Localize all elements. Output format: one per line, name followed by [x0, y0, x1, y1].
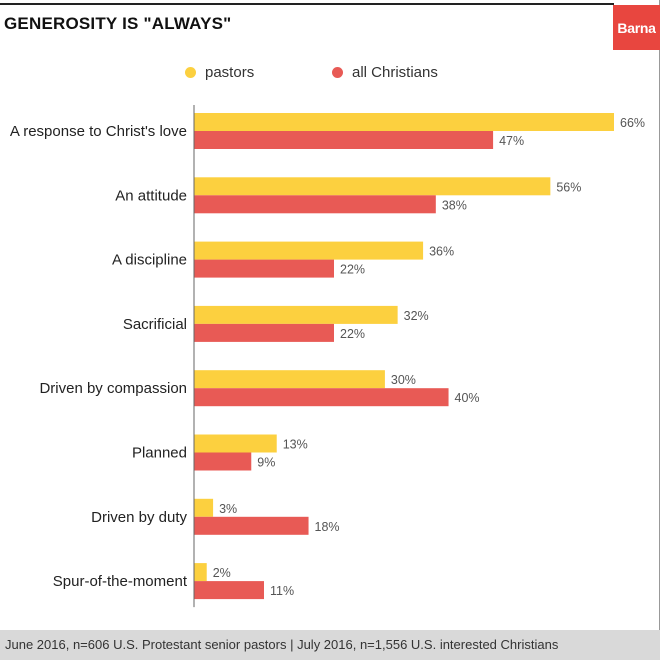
value-label-all-christians: 18% [315, 520, 340, 534]
legend-dot-all-christians [332, 67, 343, 78]
bar-all-christians [194, 259, 334, 278]
value-label-pastors: 13% [283, 438, 308, 452]
bar-pastors [194, 370, 385, 389]
value-label-all-christians: 47% [499, 134, 524, 148]
value-label-pastors: 3% [219, 502, 237, 516]
category-label: A discipline [112, 252, 187, 269]
value-label-pastors: 2% [213, 566, 231, 580]
bar-pastors [194, 113, 614, 131]
bar-all-christians [194, 195, 436, 214]
bar-pastors [194, 305, 398, 324]
bar-all-christians [194, 516, 309, 535]
category-label: Sacrificial [123, 316, 187, 333]
value-label-pastors: 30% [391, 373, 416, 387]
value-label-pastors: 32% [404, 309, 429, 323]
value-label-all-christians: 22% [340, 327, 365, 341]
bar-pastors [194, 498, 214, 517]
bar-group-driven-by-compassion: Driven by compassion 30% 40% [39, 370, 480, 407]
category-label: Spur-of-the-moment [53, 573, 188, 590]
bar-group-an-attitude: An attitude 56% 38% [115, 177, 581, 214]
value-label-pastors: 66% [620, 116, 645, 130]
bar-group-sacrificial: Sacrificial 32% 22% [123, 305, 429, 342]
bar-pastors [194, 434, 277, 453]
bar-all-christians [194, 131, 494, 149]
value-label-all-christians: 40% [455, 391, 480, 405]
bar-all-christians [194, 581, 264, 600]
category-label: Planned [132, 445, 187, 462]
value-label-pastors: 36% [429, 245, 454, 259]
barna-logo: Barna [613, 5, 660, 50]
category-label: Driven by compassion [39, 380, 187, 397]
value-label-all-christians: 11% [270, 584, 294, 598]
bar-all-christians [194, 323, 334, 342]
value-label-all-christians: 9% [257, 456, 275, 470]
value-label-all-christians: 38% [442, 198, 467, 212]
bar-group-a-response-to-christ-s-love: A response to Christ's love 66% 47% [10, 113, 645, 149]
bar-group-planned: Planned 13% 9% [132, 434, 308, 471]
legend-dot-pastors [185, 67, 196, 78]
legend-label-all-christians: all Christians [352, 64, 438, 81]
bar-pastors [194, 241, 424, 260]
bar-all-christians [194, 388, 449, 407]
legend-item-all-christians: all Christians [332, 64, 438, 81]
bar-pastors [194, 177, 551, 196]
category-label: Driven by duty [91, 509, 187, 526]
bar-group-a-discipline: A discipline 36% 22% [112, 241, 454, 278]
bar-all-christians [194, 452, 252, 471]
chart-title: GENEROSITY IS "ALWAYS" [4, 14, 232, 33]
category-label: A response to Christ's love [10, 123, 187, 140]
footer-note: June 2016, n=606 U.S. Protestant senior … [0, 630, 660, 660]
value-label-pastors: 56% [556, 180, 581, 194]
legend: pastors all Christians [0, 64, 660, 84]
bar-pastors [194, 563, 207, 582]
top-rule [0, 3, 614, 5]
logo-text: Barna [617, 19, 656, 36]
bar-group-driven-by-duty: Driven by duty 3% 18% [91, 498, 340, 535]
category-label: An attitude [115, 187, 187, 204]
bar-group-spur-of-the-moment: Spur-of-the-moment 2% 11% [53, 563, 294, 600]
legend-item-pastors: pastors [185, 64, 254, 81]
legend-label-pastors: pastors [205, 64, 255, 81]
bar-chart: A response to Christ's love 66% 47% An atti… [10, 105, 645, 608]
value-label-all-christians: 22% [340, 263, 365, 277]
